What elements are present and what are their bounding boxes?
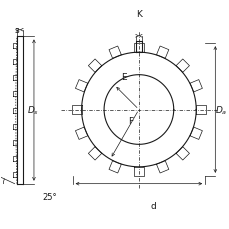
Text: d: d bbox=[150, 201, 156, 210]
Text: $D_s$: $D_s$ bbox=[27, 104, 39, 116]
Text: E: E bbox=[121, 73, 127, 82]
Text: F: F bbox=[127, 117, 132, 126]
Text: s: s bbox=[15, 26, 19, 35]
Text: K: K bbox=[135, 11, 141, 19]
Text: $D_a$: $D_a$ bbox=[214, 104, 227, 116]
Text: 25°: 25° bbox=[42, 192, 57, 201]
